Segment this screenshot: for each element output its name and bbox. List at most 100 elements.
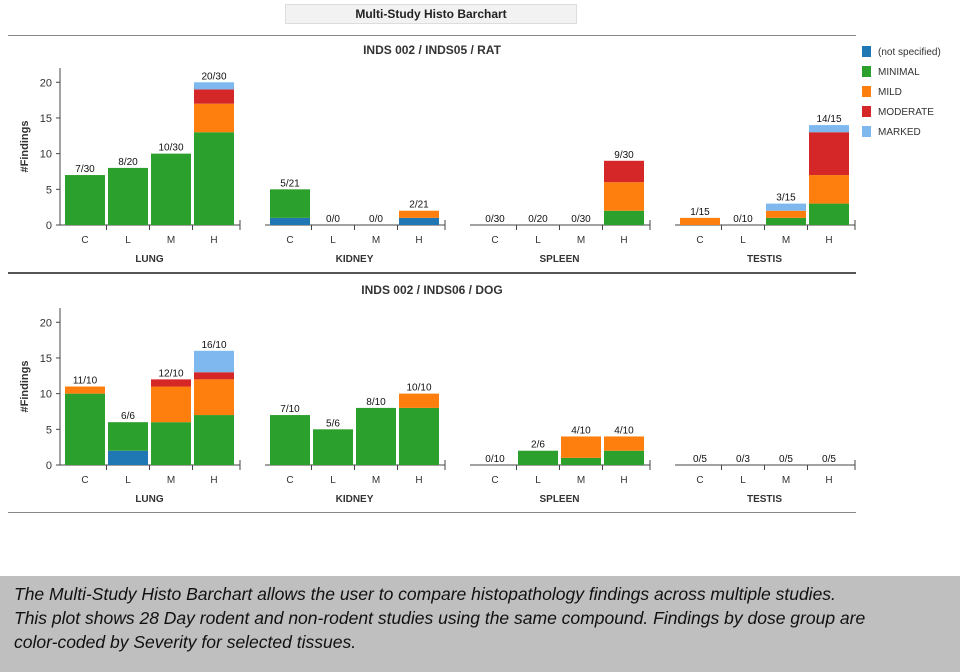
bar-value-label: 5/21 <box>280 178 300 189</box>
x-tick-label: M <box>372 475 380 486</box>
caption-line: This plot shows 28 Day rodent and non-ro… <box>14 608 866 628</box>
bar-segment-minimal <box>151 422 191 465</box>
bar-value-label: 3/15 <box>776 193 796 204</box>
x-tick-label: H <box>415 235 422 246</box>
bar-value-label: 20/30 <box>201 71 226 82</box>
bar-value-label: 0/10 <box>485 454 505 465</box>
bar-value-label: 4/10 <box>614 425 634 436</box>
x-tick-label: L <box>125 475 131 486</box>
bar-value-label: 1/15 <box>690 207 710 218</box>
group-label: SPLEEN <box>539 494 579 505</box>
bar-value-label: 11/10 <box>73 376 98 387</box>
y-tick-label: 0 <box>46 460 52 472</box>
x-tick-label: C <box>491 475 498 486</box>
x-tick-label: C <box>696 235 703 246</box>
x-tick-label: H <box>210 235 217 246</box>
bar-segment-marked <box>194 350 234 373</box>
y-tick-label: 10 <box>40 389 52 401</box>
chart-header: Multi-Study Histo Barchart <box>285 4 577 24</box>
x-tick-label: M <box>167 475 175 486</box>
x-tick-label: H <box>210 475 217 486</box>
bar-segment-mild <box>604 436 644 451</box>
x-tick-label: C <box>81 235 88 246</box>
x-tick-label: M <box>782 475 790 486</box>
x-tick-label: C <box>81 475 88 486</box>
bar-segment-marked <box>809 125 849 133</box>
bar-segment-mild <box>194 103 234 133</box>
bar-segment-minimal <box>518 450 558 465</box>
legend-label: MARKED <box>878 127 921 138</box>
bar-segment-minimal <box>766 217 806 225</box>
legend-swatch <box>862 86 871 97</box>
legend-swatch <box>862 126 871 137</box>
bar-segment-not-specified <box>399 217 439 225</box>
y-axis-label: #Findings <box>19 361 31 413</box>
bar-value-label: 4/10 <box>571 425 591 436</box>
legend-label: MINIMAL <box>878 67 920 78</box>
bar-segment-minimal <box>399 407 439 465</box>
bar-value-label: 0/5 <box>779 454 793 465</box>
bar-segment-minimal <box>65 175 105 225</box>
bar-segment-minimal <box>108 422 148 451</box>
group-label: KIDNEY <box>336 494 374 505</box>
histo-barchart: INDS 002 / INDS05 / RAT 0 5 10 15 20 #Findings… <box>19 43 941 505</box>
bar-segment-minimal <box>194 132 234 225</box>
bar-segment-minimal <box>270 415 310 465</box>
y-axis-label: #Findings <box>19 121 31 173</box>
x-tick-label: H <box>825 235 832 246</box>
y-tick-label: 15 <box>40 353 52 365</box>
bar-segment-minimal <box>561 457 601 465</box>
bar-segment-moderate <box>151 379 191 387</box>
bar-value-label: 12/10 <box>158 368 183 379</box>
bar-value-label: 8/10 <box>366 397 386 408</box>
bar-segment-minimal <box>809 203 849 225</box>
x-tick-label: L <box>330 235 336 246</box>
legend-swatch <box>862 106 871 117</box>
bar-value-label: 0/5 <box>822 454 836 465</box>
bar-segment-mild <box>65 386 105 394</box>
bar-segment-mild <box>399 393 439 408</box>
bar-value-label: 0/20 <box>528 214 548 225</box>
legend-swatch <box>862 46 871 57</box>
x-tick-label: H <box>620 475 627 486</box>
caption-box: The Multi-Study Histo Barchart allows th… <box>0 576 960 672</box>
caption-line: color-coded by Severity for selected tis… <box>14 632 357 652</box>
bar-segment-mild <box>194 379 234 416</box>
bar-segment-minimal <box>313 429 353 465</box>
bar-segment-minimal <box>356 407 396 465</box>
group-label: TESTIS <box>747 254 782 265</box>
bar-segment-marked <box>194 82 234 90</box>
bar-segment-mild <box>680 217 720 225</box>
panel-title: INDS 002 / INDS06 / DOG <box>361 283 502 297</box>
legend-label: MILD <box>878 87 902 98</box>
bar-value-label: 0/30 <box>571 214 591 225</box>
y-tick-label: 20 <box>40 317 52 329</box>
bar-value-label: 0/3 <box>736 454 750 465</box>
bar-value-label: 0/0 <box>326 214 340 225</box>
bar-value-label: 10/30 <box>158 143 183 154</box>
y-tick-label: 10 <box>40 149 52 161</box>
group-label: KIDNEY <box>336 254 374 265</box>
bar-value-label: 2/6 <box>531 440 545 451</box>
y-tick-label: 5 <box>46 184 52 196</box>
x-tick-label: L <box>535 235 541 246</box>
bar-segment-not-specified <box>270 217 310 225</box>
x-tick-label: C <box>286 235 293 246</box>
bar-segment-minimal <box>65 393 105 465</box>
x-tick-label: L <box>740 475 746 486</box>
group-label: TESTIS <box>747 494 782 505</box>
bar-segment-mild <box>766 210 806 218</box>
bar-segment-minimal <box>151 153 191 225</box>
bar-segment-marked <box>766 203 806 211</box>
x-tick-label: H <box>415 475 422 486</box>
group-label: LUNG <box>135 254 164 265</box>
bar-value-label: 10/10 <box>406 383 431 394</box>
group-label: SPLEEN <box>539 254 579 265</box>
bar-value-label: 0/5 <box>693 454 707 465</box>
legend-label: (not specified) <box>878 47 941 58</box>
legend-swatch <box>862 66 871 77</box>
bar-value-label: 16/10 <box>201 340 226 351</box>
y-tick-label: 20 <box>40 77 52 89</box>
bar-segment-moderate <box>604 160 644 183</box>
panel-divider-bottom <box>8 512 856 513</box>
